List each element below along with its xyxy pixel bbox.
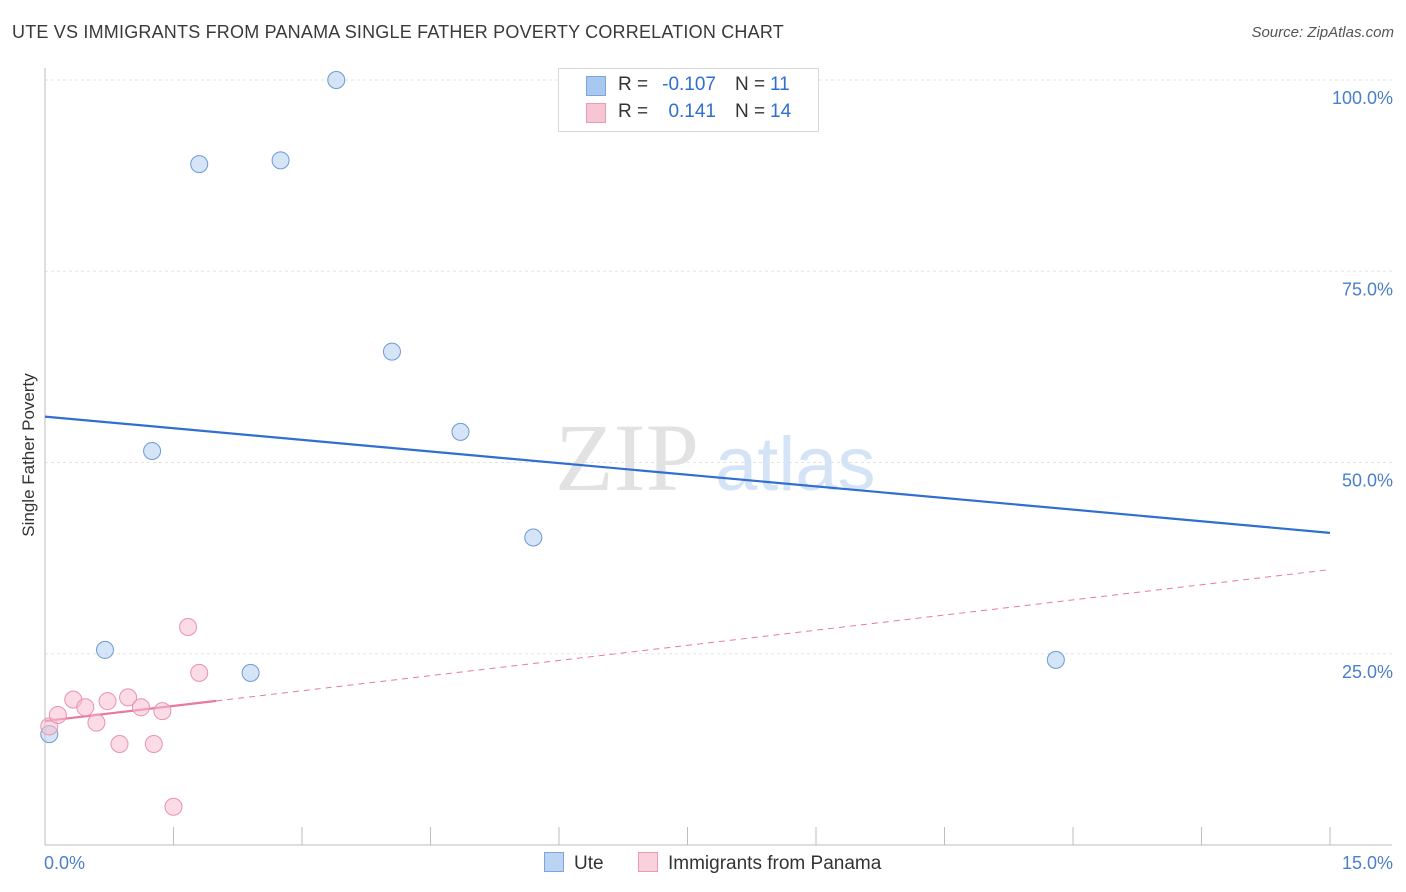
legend-n-value: 11 bbox=[770, 74, 790, 95]
data-point-ute bbox=[451, 422, 470, 441]
y-tick-label: 50.0% bbox=[1342, 471, 1393, 491]
legend-r-label: R = bbox=[618, 101, 649, 122]
legend-swatch-panama bbox=[586, 103, 606, 123]
data-point-ute bbox=[524, 528, 543, 547]
axes bbox=[44, 68, 1392, 846]
trend-line-ute bbox=[44, 415, 1331, 534]
data-point-panama bbox=[98, 692, 117, 711]
bottom-legend-swatch-panama bbox=[638, 852, 658, 872]
trend-line-panama-solid bbox=[44, 699, 217, 723]
x-tick-labels: 0.0% 15.0% bbox=[44, 853, 1393, 873]
x-tick-label: 15.0% bbox=[1342, 853, 1393, 873]
bottom-legend-swatch-ute bbox=[544, 852, 564, 872]
x-tick-label: 0.0% bbox=[44, 853, 85, 873]
grid-lines bbox=[45, 79, 1392, 655]
y-tick-label: 25.0% bbox=[1342, 662, 1393, 682]
data-point-ute bbox=[190, 155, 209, 174]
trend-line-panama-dashed bbox=[216, 569, 1331, 702]
y-tick-label: 100.0% bbox=[1332, 88, 1393, 108]
data-point-panama bbox=[48, 705, 67, 724]
data-points bbox=[40, 71, 1065, 816]
legend-n-label: N = bbox=[735, 101, 766, 122]
data-point-panama bbox=[87, 713, 106, 732]
data-point-panama bbox=[110, 735, 129, 754]
data-point-panama bbox=[144, 735, 163, 754]
data-point-panama bbox=[164, 797, 183, 816]
legend: R = -0.107 N = 11 R = 0.141 N = 14 bbox=[558, 68, 819, 132]
watermark: ZIP atlas bbox=[555, 404, 876, 511]
bottom-legend-label-panama: Immigrants from Panama bbox=[668, 853, 882, 874]
data-point-ute bbox=[143, 442, 162, 461]
data-point-ute bbox=[382, 342, 401, 361]
data-point-ute bbox=[271, 151, 290, 170]
data-point-panama bbox=[153, 702, 172, 721]
data-point-ute bbox=[241, 663, 260, 682]
bottom-legend-ute: Ute bbox=[544, 852, 604, 875]
data-point-panama bbox=[119, 688, 138, 707]
bottom-legend-panama: Immigrants from Panama bbox=[638, 852, 881, 875]
source-label: Source: ZipAtlas.com bbox=[1251, 24, 1394, 41]
data-point-ute bbox=[1046, 650, 1065, 669]
data-point-panama bbox=[179, 617, 198, 636]
data-point-panama bbox=[76, 698, 95, 717]
legend-r-value: -0.107 bbox=[662, 74, 716, 95]
legend-r-value: 0.141 bbox=[668, 101, 716, 122]
data-point-panama bbox=[131, 698, 150, 717]
y-tick-label: 75.0% bbox=[1342, 279, 1393, 299]
watermark-atlas: atlas bbox=[715, 422, 876, 507]
data-point-ute bbox=[327, 71, 346, 89]
data-point-panama bbox=[190, 663, 209, 682]
chart-title: UTE VS IMMIGRANTS FROM PANAMA SINGLE FAT… bbox=[12, 22, 784, 42]
legend-swatch-ute bbox=[586, 76, 606, 96]
legend-r-label: R = bbox=[618, 74, 649, 95]
legend-n-label: N = bbox=[735, 74, 766, 95]
bottom-legend-label-ute: Ute bbox=[574, 853, 604, 874]
watermark-zip: ZIP bbox=[555, 404, 699, 511]
trend-lines bbox=[44, 415, 1331, 723]
data-point-ute bbox=[95, 640, 114, 659]
y-tick-labels: 25.0% 50.0% 75.0% 100.0% bbox=[1332, 88, 1393, 682]
y-axis-label: Single Father Poverty bbox=[19, 373, 38, 537]
legend-n-value: 14 bbox=[770, 101, 792, 122]
